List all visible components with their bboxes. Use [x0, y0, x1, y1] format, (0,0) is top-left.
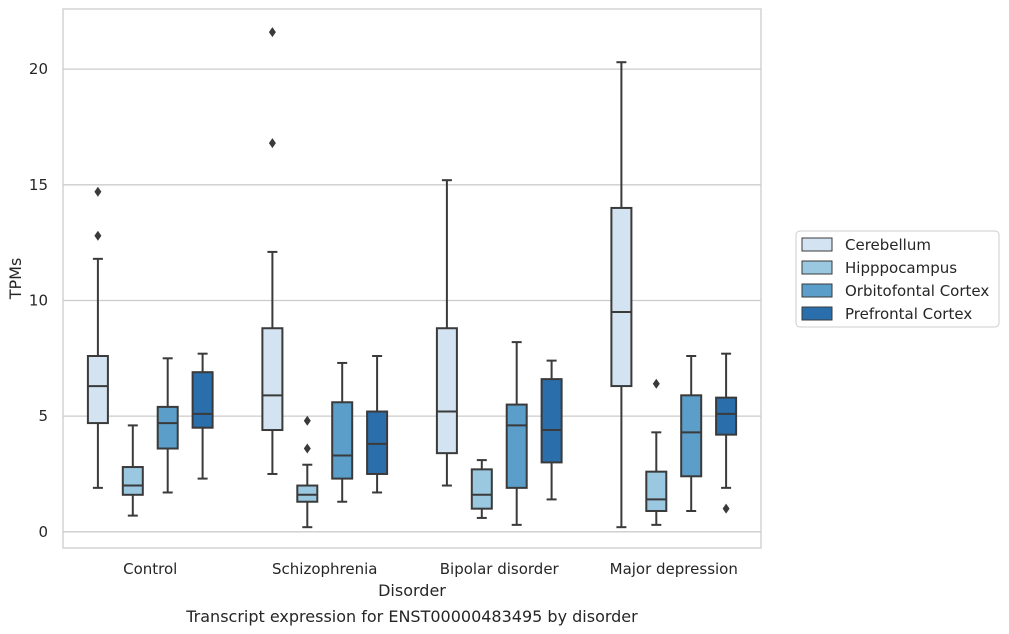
- outlier-point: [303, 415, 311, 426]
- x-tick-label: Control: [123, 560, 177, 578]
- box-iqr: [191, 371, 214, 429]
- box-iqr: [86, 354, 109, 425]
- legend-swatch: [801, 237, 833, 252]
- legend-swatch: [801, 283, 833, 298]
- legend-frame: [795, 230, 1000, 328]
- box-1-0: [261, 27, 284, 475]
- outlier-point: [303, 443, 311, 454]
- y-tick-label: 15: [29, 176, 48, 194]
- legend-entry: Hipppocampus: [845, 259, 957, 277]
- legend-entry: Cerebellum: [845, 236, 931, 254]
- box-iqr: [680, 394, 703, 478]
- x-tick-label: Bipolar disorder: [440, 560, 560, 578]
- legend-swatch: [801, 306, 833, 321]
- box-iqr: [610, 206, 633, 388]
- box-iqr: [715, 396, 738, 436]
- outlier-point: [268, 138, 276, 149]
- outlier-point: [94, 186, 102, 197]
- box-0-1: [121, 424, 144, 517]
- y-tick-labels: 0 5 10 15 20: [29, 60, 48, 541]
- box-3-3: [715, 352, 738, 514]
- box-iqr: [366, 410, 389, 475]
- box-iqr: [331, 401, 354, 480]
- outlier-point: [652, 378, 660, 389]
- gridlines: [63, 68, 761, 533]
- plot-frame: [62, 8, 762, 549]
- x-axis-label: Disorder: [378, 581, 446, 600]
- outlier-point: [722, 503, 730, 514]
- y-tick-label: 5: [38, 407, 48, 425]
- legend-entry: Prefrontal Cortex: [845, 305, 972, 323]
- box-2-2: [505, 341, 528, 526]
- box-3-2: [680, 354, 703, 512]
- outlier-point: [94, 230, 102, 241]
- box-iqr: [261, 327, 284, 432]
- box-0-3: [191, 352, 214, 480]
- box-1-3: [366, 354, 389, 494]
- y-axis-label: TPMs: [6, 258, 25, 301]
- x-tick-label: Major depression: [610, 560, 738, 578]
- box-iqr: [435, 327, 458, 455]
- x-tick-label: Schizophrenia: [272, 560, 377, 578]
- x-tick-labels: Control Schizophrenia Bipolar disorder Majo…: [123, 560, 738, 578]
- box-iqr: [540, 378, 563, 464]
- box-1-2: [331, 361, 354, 503]
- box-iqr: [121, 466, 144, 496]
- box-iqr: [470, 468, 493, 510]
- box-2-1: [470, 459, 493, 519]
- chart-caption: Transcript expression for ENST0000048349…: [185, 607, 638, 626]
- box-0-2: [156, 357, 179, 494]
- outlier-point: [268, 27, 276, 38]
- y-tick-label: 10: [29, 291, 48, 309]
- y-tick-label: 0: [38, 523, 48, 541]
- box-3-0: [610, 61, 633, 529]
- box-2-0: [435, 179, 458, 487]
- legend: Cerebellum Hipppocampus Orbitofontal Corte…: [795, 230, 1000, 328]
- box-3-1: [645, 378, 668, 526]
- box-0-0: [86, 186, 109, 489]
- y-tick-label: 20: [29, 60, 48, 78]
- box-groups: [86, 27, 738, 529]
- box-iqr: [645, 470, 668, 512]
- box-1-1: [296, 415, 319, 529]
- box-iqr: [505, 403, 528, 489]
- box-2-3: [540, 359, 563, 501]
- box-iqr: [156, 405, 179, 450]
- legend-swatch: [801, 260, 833, 275]
- legend-entry: Orbitofontal Cortex: [845, 282, 989, 300]
- box-iqr: [296, 484, 319, 503]
